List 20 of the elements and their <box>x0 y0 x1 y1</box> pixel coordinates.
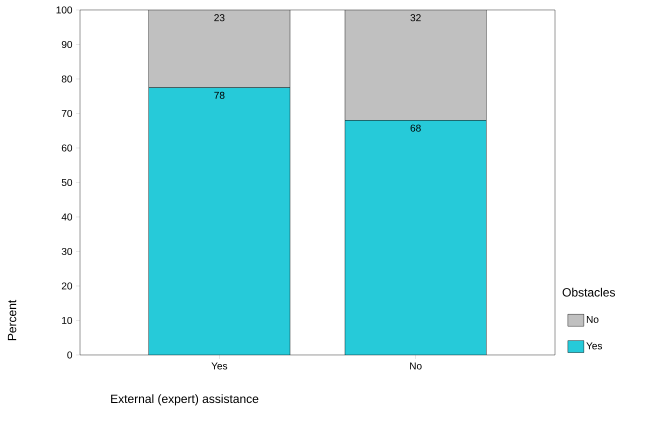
y-tick-label: 50 <box>62 178 72 186</box>
y-tick-label: 60 <box>62 144 72 152</box>
y-tick-label: 10 <box>62 316 72 324</box>
legend-title: Obstacles <box>562 288 616 297</box>
data-label: 68 <box>410 124 421 132</box>
legend-label: No <box>586 316 598 323</box>
y-tick-label: 70 <box>62 110 72 118</box>
y-tick-label: 40 <box>62 213 72 221</box>
y-tick-label: 80 <box>62 75 72 83</box>
legend-label: Yes <box>586 342 602 350</box>
y-tick-label: 90 <box>62 40 72 48</box>
y-tick-label: 100 <box>56 6 72 14</box>
y-tick-label: 30 <box>62 248 72 256</box>
data-label: 32 <box>410 14 421 22</box>
data-label: 78 <box>214 92 224 99</box>
data-label: 23 <box>214 14 224 22</box>
y-axis-title: Percent <box>8 300 16 340</box>
y-tick-label: 0 <box>67 351 72 359</box>
x-axis-title: External (expert) assistance <box>111 394 258 406</box>
y-tick-label: 20 <box>62 282 72 290</box>
